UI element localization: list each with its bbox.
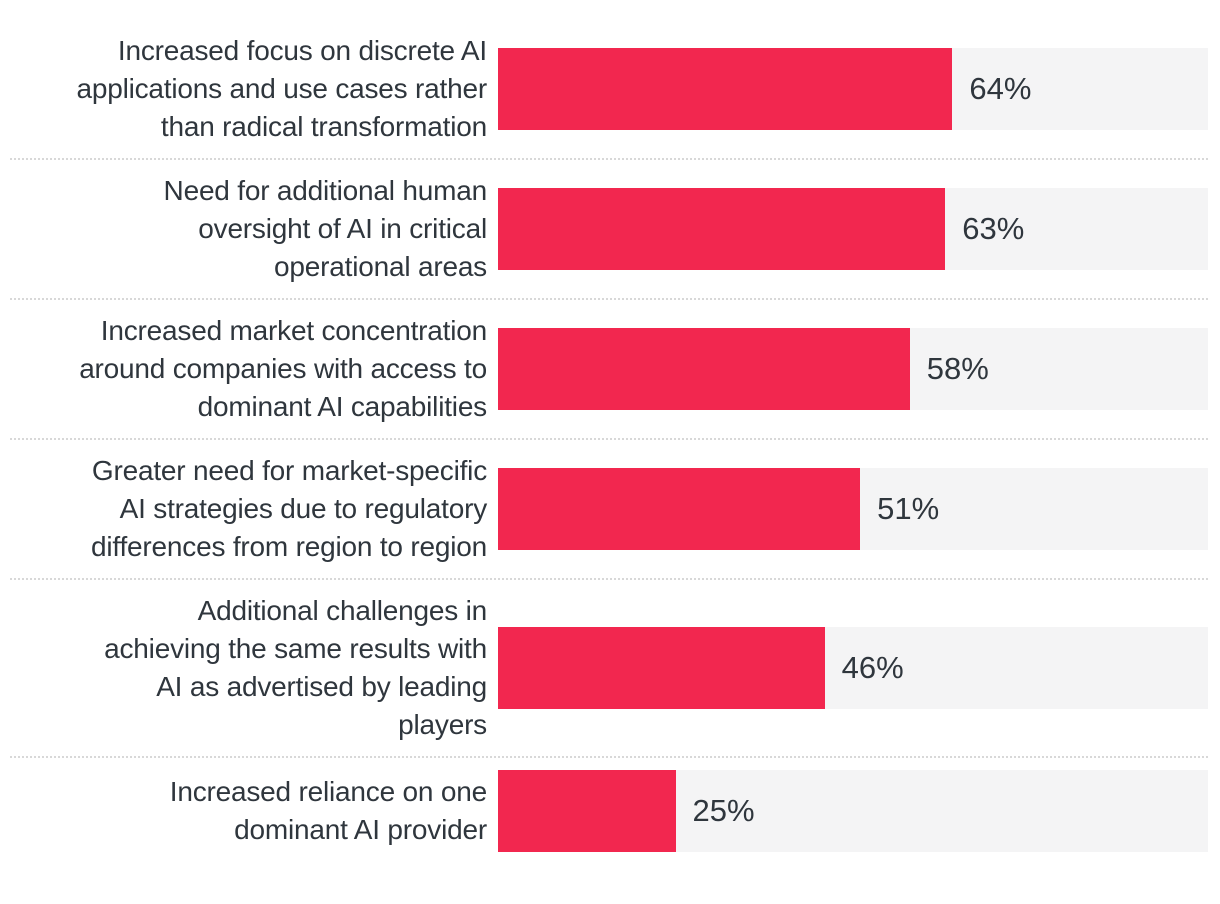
category-label: Increased reliance on one dominant AI pr… bbox=[169, 776, 487, 845]
category-label: Additional challenges in achieving the s… bbox=[104, 595, 487, 740]
value-label: 64% bbox=[969, 71, 1032, 106]
value-label: 25% bbox=[692, 793, 755, 828]
bar-segment bbox=[498, 188, 946, 270]
chart-row: Increased market concentration around co… bbox=[10, 298, 1208, 438]
chart-row: Need for additional human oversight of A… bbox=[10, 158, 1208, 298]
bar-segment bbox=[498, 328, 910, 410]
bar-segment bbox=[498, 468, 861, 550]
category-label: Increased market concentration around co… bbox=[79, 315, 487, 422]
bar-track: 46% bbox=[498, 627, 1208, 709]
value-label: 63% bbox=[962, 211, 1025, 246]
bar-track: 51% bbox=[498, 468, 1208, 550]
bar-track: 58% bbox=[498, 328, 1208, 410]
category-label: Greater need for market-specific AI stra… bbox=[91, 455, 487, 562]
chart-row: Increased focus on discrete AI applicati… bbox=[10, 20, 1208, 158]
bar-track: 25% bbox=[498, 770, 1208, 852]
bar-track: 63% bbox=[498, 188, 1208, 270]
value-label: 51% bbox=[877, 491, 940, 526]
bar-chart: Increased focus on discrete AI applicati… bbox=[10, 20, 1208, 864]
bar-segment bbox=[498, 627, 825, 709]
value-label: 46% bbox=[841, 650, 904, 685]
chart-row: Increased reliance on one dominant AI pr… bbox=[10, 756, 1208, 864]
bar-segment bbox=[498, 48, 953, 130]
bar-track: 64% bbox=[498, 48, 1208, 130]
category-label: Need for additional human oversight of A… bbox=[163, 175, 488, 282]
bar-segment bbox=[498, 770, 676, 852]
category-label: Increased focus on discrete AI applicati… bbox=[76, 35, 487, 142]
chart-row: Additional challenges in achieving the s… bbox=[10, 578, 1208, 756]
value-label: 58% bbox=[926, 351, 989, 386]
chart-row: Greater need for market-specific AI stra… bbox=[10, 438, 1208, 578]
